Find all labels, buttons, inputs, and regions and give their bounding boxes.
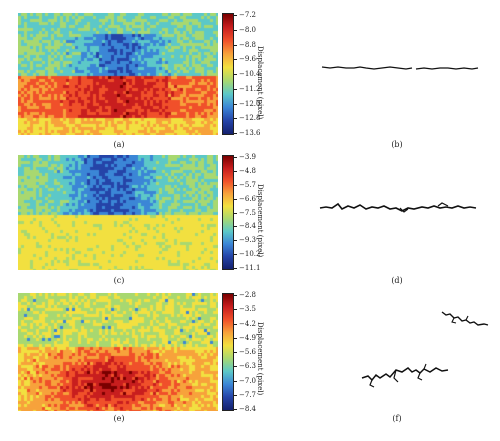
colorbar-tick-mark (234, 29, 237, 31)
colorbar-tick-mark (234, 240, 237, 242)
colorbar-tick-mark (234, 118, 237, 120)
colorbar-tick-label: −6.3 (239, 362, 256, 371)
colorbar-tick-label: −2.8 (239, 291, 256, 299)
caption-d: (d) (391, 276, 403, 285)
colorbar-tick-label: −10.2 (239, 250, 261, 259)
colorbar-tick-mark (234, 268, 237, 269)
caption-e: (e) (113, 414, 125, 423)
colorbar-tick-label: −8.8 (239, 40, 256, 49)
colorbar-tick-mark (234, 103, 237, 105)
colorbar-tick-mark (234, 170, 237, 172)
colorbar-tick-mark (234, 323, 237, 325)
colorbar-tick-mark (234, 380, 237, 382)
colorbar-tick-label: −8.0 (239, 25, 256, 34)
crack-path-f-lower (361, 363, 449, 388)
colorbar-tick-mark (234, 15, 237, 16)
colorbar-tick-mark (234, 366, 237, 368)
colorbar-tick-label: −9.6 (239, 55, 256, 64)
colorbar-tick-label: −7.7 (239, 390, 256, 399)
colorbar-tick-mark (234, 337, 237, 339)
displacement-map-e (18, 293, 218, 411)
crack-path-d (319, 202, 477, 213)
colorbar-tick-mark (234, 44, 237, 46)
colorbar-tick-label: −13.6 (239, 129, 261, 137)
colorbar-tick-mark (234, 295, 237, 296)
colorbar-tick-label: −4.8 (239, 166, 256, 175)
colorbar-a (222, 13, 234, 135)
colorbar-tick-label: −3.5 (239, 305, 256, 314)
colorbar-tick-mark (234, 409, 237, 410)
colorbar-tick-label: −11.1 (239, 264, 261, 272)
colorbar-tick-label: −3.9 (239, 153, 256, 161)
colorbar-tick-mark (234, 59, 237, 61)
caption-c: (c) (113, 276, 125, 285)
colorbar-tick-label: −5.7 (239, 180, 256, 189)
colorbar-tick-label: −9.3 (239, 236, 256, 245)
colorbar-tick-label: −12.0 (239, 99, 261, 108)
colorbar-tick-label: −6.6 (239, 194, 256, 203)
colorbar-tick-mark (234, 74, 237, 75)
colorbar-label-e: Displacement (pixel) (256, 322, 264, 396)
colorbar-tick-label: −7.0 (239, 376, 256, 385)
crack-path-b (321, 66, 479, 70)
colorbar-tick-mark (234, 133, 237, 134)
colorbar-c (222, 155, 234, 270)
colorbar-tick-label: −4.2 (239, 319, 256, 328)
displacement-map-a (18, 13, 218, 135)
caption-a: (a) (113, 140, 125, 149)
colorbar-tick-label: −5.6 (239, 348, 256, 356)
colorbar-tick-mark (234, 226, 237, 228)
colorbar-tick-label: −10.4 (239, 70, 261, 78)
colorbar-tick-mark (234, 254, 237, 256)
colorbar-tick-mark (234, 352, 237, 353)
colorbar-e (222, 293, 234, 411)
colorbar-tick-mark (234, 309, 237, 311)
colorbar-tick-label: −7.5 (239, 208, 256, 217)
colorbar-tick-label: −12.8 (239, 114, 261, 123)
displacement-map-c (18, 155, 218, 270)
colorbar-tick-mark (234, 88, 237, 90)
crack-path-f-upper (441, 311, 489, 326)
colorbar-tick-label: −11.2 (239, 84, 261, 93)
colorbar-tick-mark (234, 394, 237, 396)
colorbar-tick-mark (234, 184, 237, 186)
colorbar-tick-label: −7.2 (239, 11, 256, 19)
colorbar-tick-mark (234, 212, 237, 214)
colorbar-tick-label: −8.4 (239, 405, 256, 413)
colorbar-tick-label: −8.4 (239, 222, 256, 231)
caption-b: (b) (391, 140, 403, 149)
colorbar-label-c: Displacement (pixel) (256, 184, 264, 258)
colorbar-tick-mark (234, 157, 237, 158)
caption-f: (f) (392, 414, 402, 423)
colorbar-tick-mark (234, 198, 237, 200)
colorbar-tick-label: −4.9 (239, 333, 256, 342)
colorbar-label-a: Displacement (pixel) (256, 46, 264, 120)
